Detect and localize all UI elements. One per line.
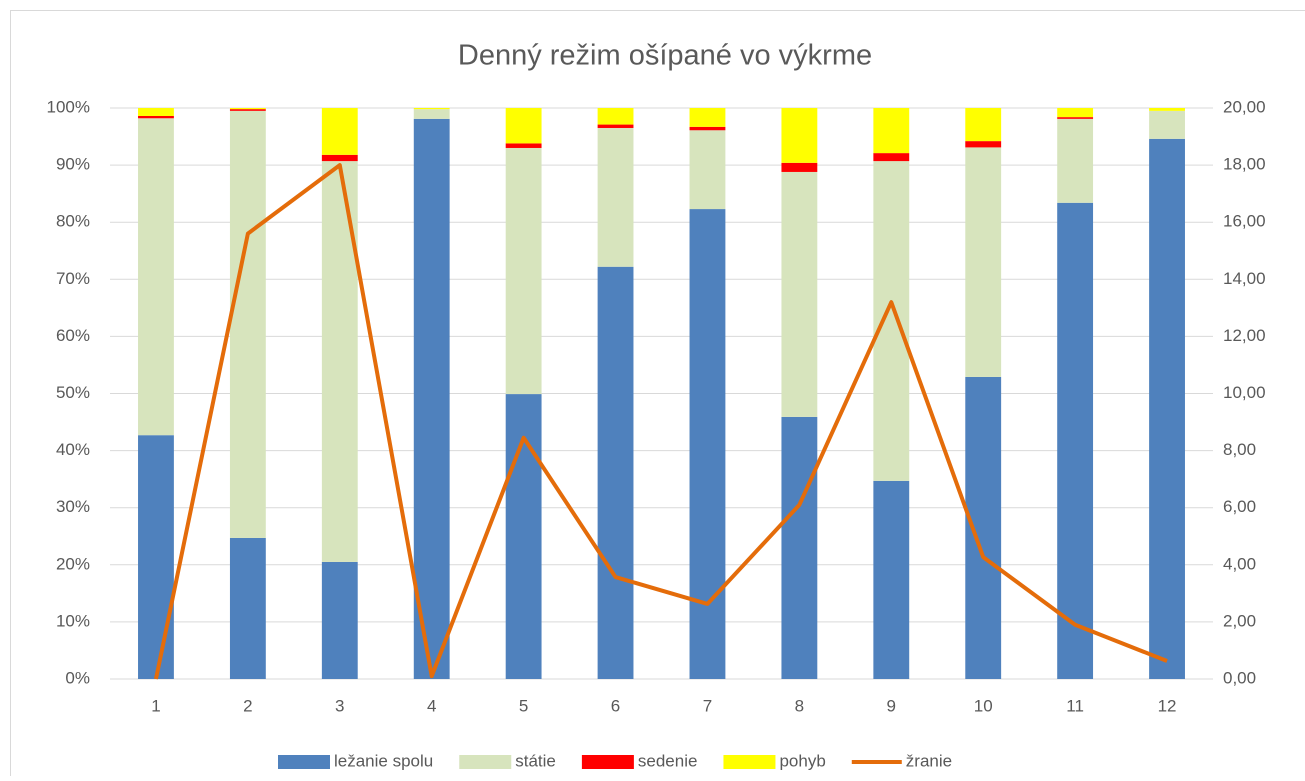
- bar-segment: [1057, 117, 1093, 119]
- bar-segment: [506, 143, 542, 148]
- bar-segment: [1149, 139, 1185, 679]
- bar-segment: [873, 481, 909, 679]
- y2-tick-label: 0,00: [1223, 668, 1256, 687]
- legend-swatch: [723, 755, 775, 769]
- y-tick-label: 0%: [65, 668, 90, 687]
- x-tick-label: 6: [611, 696, 620, 715]
- x-tick-label: 3: [335, 696, 344, 715]
- y2-tick-label: 12,00: [1223, 326, 1266, 345]
- bar-segment: [873, 161, 909, 481]
- y2-tick-label: 16,00: [1223, 212, 1266, 231]
- bar-segment: [230, 111, 266, 538]
- bar-segment: [781, 108, 817, 163]
- bar-segment: [230, 108, 266, 109]
- x-tick-label: 7: [703, 696, 712, 715]
- x-tick-label: 8: [795, 696, 804, 715]
- bar-segment: [138, 435, 174, 679]
- bar-segment: [1057, 119, 1093, 203]
- bar-segment: [690, 130, 726, 209]
- bar-segment: [230, 538, 266, 679]
- bar-segment: [781, 163, 817, 172]
- y-tick-label: 60%: [56, 326, 90, 345]
- x-tick-label: 2: [243, 696, 252, 715]
- x-tick-label: 4: [427, 696, 436, 715]
- bar-segment: [1149, 111, 1185, 139]
- legend-label: pohyb: [779, 751, 825, 770]
- y-tick-label: 90%: [56, 155, 90, 174]
- bar-segment: [781, 417, 817, 679]
- chart-title: Denný režim ošípané vo výkrme: [458, 40, 872, 72]
- bar-segment: [598, 125, 634, 128]
- y2-tick-label: 2,00: [1223, 611, 1256, 630]
- bar-segment: [414, 109, 450, 119]
- bar-segment: [873, 108, 909, 153]
- bar-segment: [414, 119, 450, 679]
- bar-segment: [1057, 203, 1093, 679]
- bar-segment: [598, 108, 634, 125]
- bar-segment: [138, 108, 174, 116]
- bar-segment: [138, 116, 174, 118]
- y-tick-label: 50%: [56, 383, 90, 402]
- x-tick-label: 12: [1158, 696, 1177, 715]
- y2-tick-label: 20,00: [1223, 97, 1266, 116]
- bar-segment: [690, 209, 726, 679]
- y-tick-label: 40%: [56, 440, 90, 459]
- bar-segment: [965, 108, 1001, 141]
- bar-segment: [506, 148, 542, 394]
- bar-segment: [965, 141, 1001, 147]
- legend-swatch: [582, 755, 634, 769]
- y-tick-label: 100%: [47, 97, 90, 116]
- y2-tick-label: 14,00: [1223, 269, 1266, 288]
- y-tick-label: 80%: [56, 212, 90, 231]
- bar-segment: [138, 118, 174, 435]
- y-tick-label: 30%: [56, 497, 90, 516]
- legend-label: žranie: [906, 751, 952, 770]
- bar-segment: [230, 109, 266, 111]
- legend-label: státie: [515, 751, 556, 770]
- bar-segment: [1149, 108, 1185, 111]
- y2-tick-label: 10,00: [1223, 383, 1266, 402]
- bar-segment: [1057, 108, 1093, 117]
- y2-tick-label: 6,00: [1223, 497, 1256, 516]
- y2-tick-label: 8,00: [1223, 440, 1256, 459]
- bar-segment: [598, 128, 634, 267]
- bar-segment: [781, 172, 817, 417]
- bar-segment: [414, 108, 450, 109]
- legend-swatch: [459, 755, 511, 769]
- bar-segment: [965, 147, 1001, 377]
- y-tick-label: 70%: [56, 269, 90, 288]
- x-tick-label: 11: [1066, 696, 1084, 715]
- x-tick-label: 1: [151, 696, 160, 715]
- bar-segment: [690, 127, 726, 130]
- y2-tick-label: 4,00: [1223, 554, 1256, 573]
- y-tick-label: 20%: [56, 554, 90, 573]
- bar-segment: [322, 108, 358, 155]
- y2-tick-label: 18,00: [1223, 155, 1266, 174]
- bar-segment: [506, 108, 542, 143]
- x-tick-label: 5: [519, 696, 528, 715]
- bar-segment: [690, 108, 726, 127]
- y-tick-label: 10%: [56, 611, 90, 630]
- bar-segment: [322, 562, 358, 679]
- x-tick-label: 9: [887, 696, 896, 715]
- legend-label: ležanie spolu: [334, 751, 433, 770]
- bar-segment: [322, 161, 358, 562]
- bar-segment: [873, 153, 909, 161]
- bar-segment: [598, 267, 634, 679]
- x-tick-label: 10: [974, 696, 993, 715]
- legend-label: sedenie: [638, 751, 698, 770]
- legend-swatch: [278, 755, 330, 769]
- bar-segment: [322, 155, 358, 161]
